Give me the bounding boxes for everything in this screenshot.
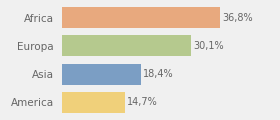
- Text: 36,8%: 36,8%: [222, 13, 253, 23]
- Bar: [62, 92, 125, 113]
- Text: 30,1%: 30,1%: [193, 41, 224, 51]
- Bar: [62, 35, 191, 57]
- Bar: [62, 63, 141, 85]
- Bar: [62, 7, 220, 28]
- Text: 14,7%: 14,7%: [127, 97, 158, 107]
- Text: 18,4%: 18,4%: [143, 69, 174, 79]
